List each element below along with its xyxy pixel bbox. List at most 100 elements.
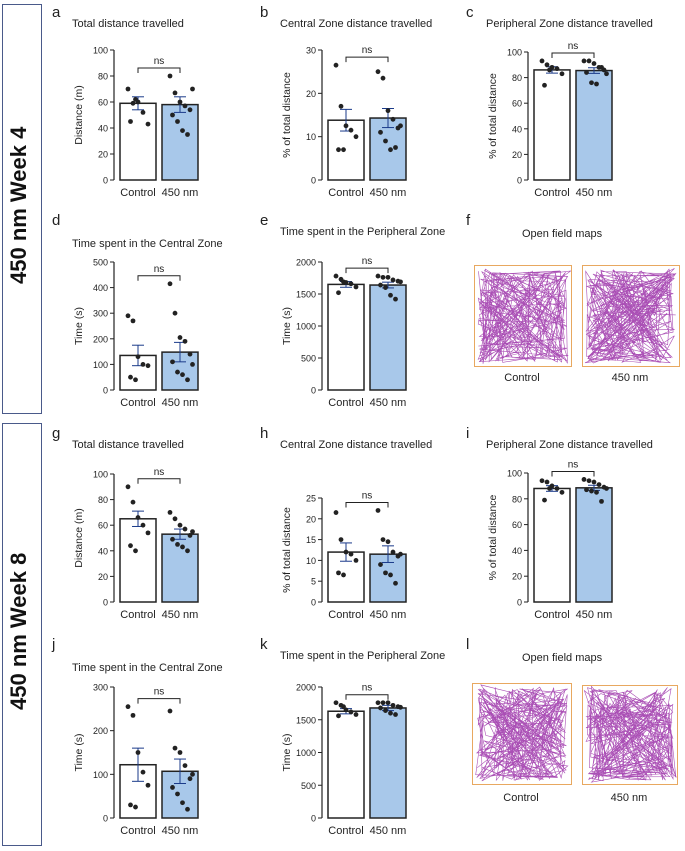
y-tick-label: 0 (103, 814, 108, 824)
bar-control (119, 102, 157, 181)
data-point (388, 572, 393, 578)
data-point (398, 704, 403, 710)
x-tick-label: 450 nm (370, 825, 407, 837)
chart-panel-g: g Total distance travelled 0 20 40 60 80 100 Dis… (52, 425, 222, 625)
y-tick-label: 25 (306, 494, 316, 504)
data-point (385, 108, 391, 114)
y-tick-label: 80 (98, 72, 108, 82)
data-point (390, 549, 396, 555)
y-tick-label: 0 (311, 598, 316, 608)
data-point (187, 351, 193, 357)
panel-letter: e (260, 212, 269, 229)
data-point (341, 572, 346, 578)
y-tick-label: 20 (512, 150, 522, 160)
data-point (599, 498, 604, 504)
data-point (378, 705, 383, 711)
y-tick-label: 1000 (296, 322, 316, 332)
y-axis-label: Distance (m) (73, 85, 85, 145)
y-tick-label: 20 (512, 572, 522, 582)
chart-svg: 0 500 1000 1500 2000 Time (s) Control 450 nm ns (281, 683, 407, 837)
y-tick-label: 0 (103, 598, 108, 608)
data-point (175, 369, 180, 375)
track-svg (477, 268, 571, 364)
data-point (341, 147, 346, 153)
data-point (353, 284, 359, 290)
data-point (380, 700, 386, 706)
data-point (380, 75, 386, 81)
track-svg (475, 684, 569, 782)
significance-bracket (137, 275, 181, 281)
bar-control (119, 518, 157, 603)
data-point (378, 562, 383, 567)
week4-label: 450 nm Week 4 (6, 126, 31, 284)
significance-label: ns (154, 687, 165, 698)
data-point (388, 292, 393, 298)
panel-letter: h (260, 425, 269, 442)
x-tick-label: 450 nm (576, 609, 613, 621)
data-point (383, 138, 388, 144)
data-point (559, 489, 565, 495)
data-point (581, 477, 587, 482)
y-tick-label: 2000 (296, 258, 316, 268)
chart-panel-b: b Central Zone distance travelled 0 10 20 30%… (260, 4, 432, 204)
chart-title: Peripheral Zone distance travelled (486, 18, 653, 30)
data-point (128, 119, 133, 124)
data-point (333, 273, 339, 279)
x-tick-label: Control (120, 609, 155, 621)
data-point (185, 548, 190, 554)
significance-bracket (137, 698, 181, 704)
data-point (125, 313, 131, 319)
data-point (393, 296, 398, 302)
significance-bracket (551, 52, 595, 58)
data-point (140, 110, 146, 115)
y-tick-label: 100 (93, 770, 108, 780)
data-point (172, 516, 178, 522)
chart-panel-i: i Peripheral Zone distance travelled 0 20 40… (466, 425, 656, 625)
map-label: 450 nm (611, 372, 649, 384)
panel-letter: l (466, 636, 470, 653)
data-point (140, 362, 146, 367)
data-point (383, 570, 388, 576)
data-point (128, 802, 133, 808)
chart-svg: 0 20 40 60 80 100 % of total distance Control 45… (487, 459, 613, 621)
data-point (581, 58, 587, 64)
data-point (385, 700, 391, 706)
bar-control (327, 710, 365, 819)
bar-treatment (575, 487, 613, 603)
data-point (594, 81, 599, 87)
chart-title: Central Zone distance travelled (280, 439, 433, 451)
data-point (599, 64, 604, 70)
data-point (338, 103, 344, 109)
data-point (130, 318, 136, 324)
data-point (167, 73, 173, 79)
panel-letter: j (52, 636, 56, 653)
data-point (604, 71, 609, 77)
bar-treatment (369, 284, 407, 391)
data-point (133, 804, 138, 810)
data-point (348, 709, 354, 715)
y-tick-label: 80 (98, 495, 108, 505)
week8-label: 450 nm Week 8 (6, 552, 31, 710)
y-tick-label: 20 (98, 572, 108, 582)
y-tick-label: 1000 (296, 748, 316, 758)
data-point (385, 539, 391, 545)
data-point (388, 147, 393, 153)
data-point (175, 119, 180, 124)
data-point (185, 806, 190, 812)
data-point (135, 354, 141, 360)
x-tick-label: Control (120, 825, 155, 837)
chart-svg: 0 100 200 300 Time (s) Control 450 nm ns (73, 683, 199, 837)
chart-panel-h: h Central Zone distance travelled 0 5 10 15 20… (260, 425, 433, 625)
y-tick-label: 40 (512, 546, 522, 556)
x-tick-label: Control (328, 397, 363, 409)
y-tick-label: 300 (93, 309, 108, 319)
data-point (172, 310, 178, 316)
data-point (539, 58, 545, 64)
data-point (554, 486, 560, 491)
y-tick-label: 20 (306, 514, 316, 524)
y-tick-label: 0 (311, 176, 316, 186)
data-point (383, 285, 388, 290)
y-tick-label: 0 (311, 814, 316, 824)
chart-title: Time spent in the Central Zone (72, 238, 223, 250)
bar-treatment (369, 707, 407, 819)
